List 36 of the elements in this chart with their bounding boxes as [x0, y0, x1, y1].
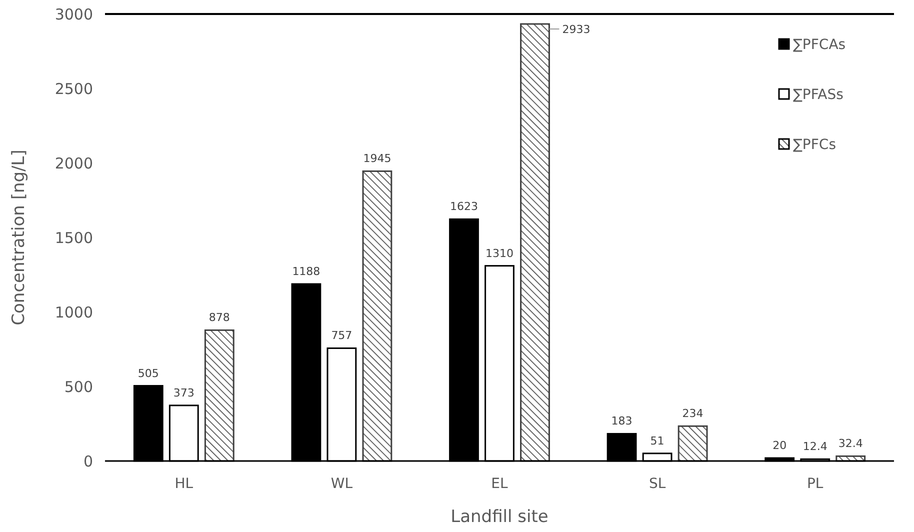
data-label: 1310	[486, 246, 514, 260]
y-tick-label: 3000	[54, 5, 93, 24]
data-label: 1945	[363, 152, 392, 166]
data-label: 32.4	[838, 437, 863, 450]
x-tick-label: EL	[491, 476, 508, 492]
data-label: 505	[138, 366, 159, 380]
bar	[520, 23, 550, 462]
x-tick-label: PL	[806, 476, 824, 492]
bar	[362, 170, 392, 462]
data-label: 1623	[450, 200, 478, 214]
y-tick-label: 2000	[54, 154, 93, 172]
y-tick-label: 500	[64, 378, 93, 396]
data-label: 20	[772, 439, 787, 452]
legend-label: ∑PFCs	[793, 136, 836, 153]
bar	[678, 425, 708, 462]
data-label: 183	[611, 414, 632, 428]
y-axis-title: Concentration [ng/L]	[9, 150, 29, 326]
x-tick-label: WL	[330, 476, 353, 492]
y-tick-label: 1000	[54, 303, 93, 322]
data-label: 757	[331, 329, 352, 342]
data-label: 234	[682, 407, 704, 420]
data-label: 1188	[292, 264, 320, 278]
data-label: 2933	[562, 22, 590, 36]
data-label: 12.4	[802, 440, 828, 454]
data-label: 373	[173, 386, 194, 400]
y-tick-label: 1500	[54, 228, 93, 247]
legend-label: ∑PFASs	[793, 86, 844, 103]
legend-label: ∑PFCAs	[793, 36, 846, 53]
x-tick-label: SL	[648, 476, 666, 492]
data-label: 878	[208, 311, 230, 324]
data-label: 51	[650, 434, 664, 448]
x-axis-title: Landfill site	[450, 507, 548, 527]
bar	[204, 329, 234, 462]
y-tick-label: 2500	[54, 80, 93, 98]
x-tick-label: HL	[174, 476, 194, 492]
y-tick-label: 0	[83, 452, 93, 470]
